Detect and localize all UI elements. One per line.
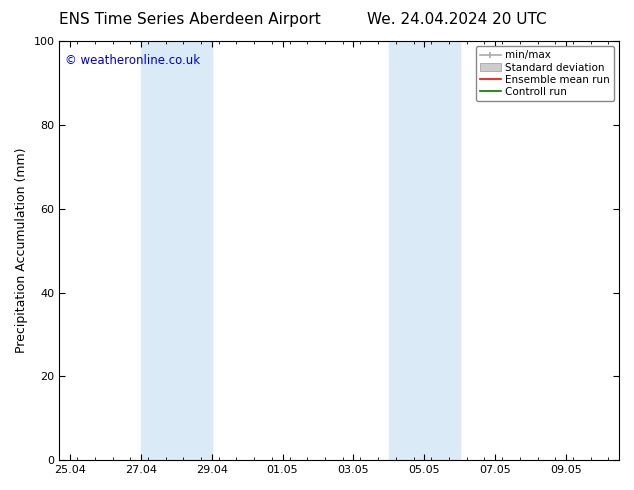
Bar [141,41,212,460]
Text: ENS Time Series Aberdeen Airport: ENS Time Series Aberdeen Airport [60,12,321,27]
Bar [389,41,460,460]
Y-axis label: Precipitation Accumulation (mm): Precipitation Accumulation (mm) [15,148,28,353]
Legend: min/max, Standard deviation, Ensemble mean run, Controll run: min/max, Standard deviation, Ensemble me… [476,46,614,101]
Text: We. 24.04.2024 20 UTC: We. 24.04.2024 20 UTC [366,12,547,27]
Text: © weatheronline.co.uk: © weatheronline.co.uk [65,53,200,67]
